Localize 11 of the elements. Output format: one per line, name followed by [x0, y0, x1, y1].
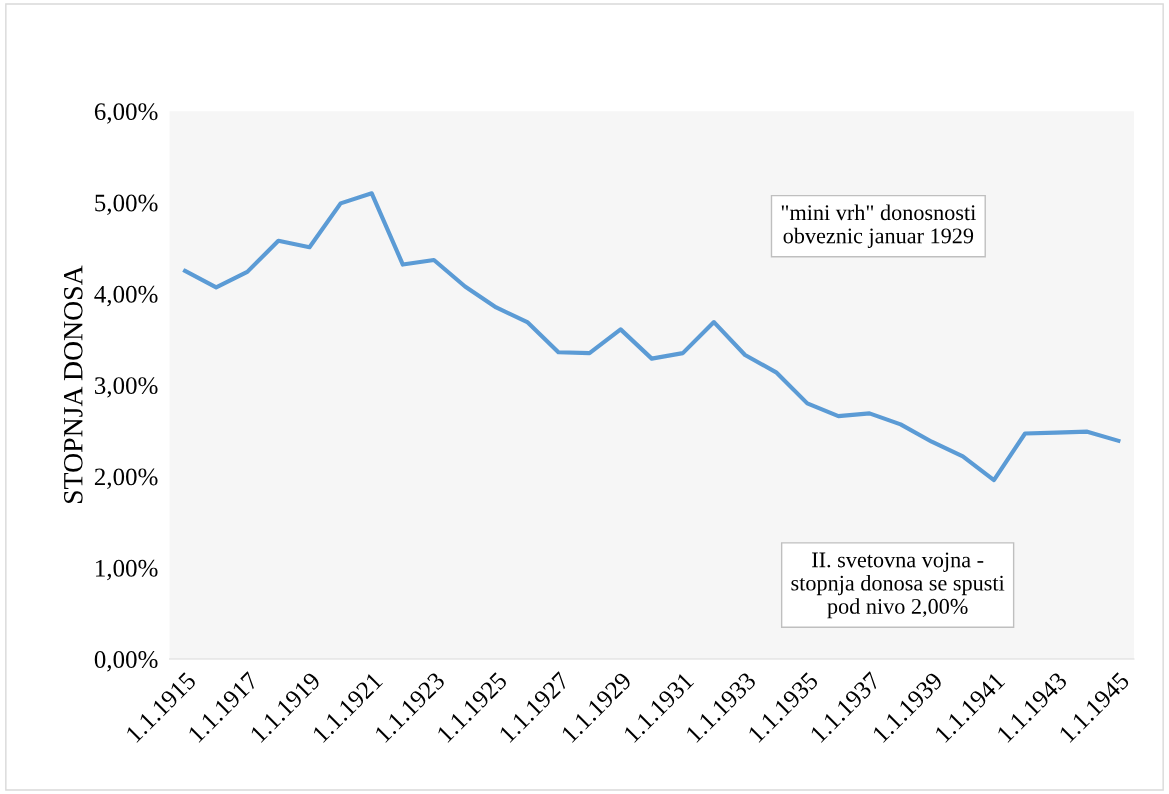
line-series: [182, 191, 1121, 483]
y-tick-label: 1,00%: [96, 559, 158, 581]
y-tick-label: 5,00%: [95, 194, 158, 215]
annotation: II. svetovna vojna - stopnja donosa se spusti pod nivo 2,00%: [791, 552, 1005, 619]
y-tick-label: 2,00%: [94, 468, 158, 489]
y-tick-label: 0,00%: [94, 651, 158, 672]
y-tick-label: 4,00%: [94, 285, 158, 307]
y-axis-title: STOPNJA DONOSA: [63, 265, 83, 503]
annotation: "mini vrh" donosnosti obveznic januar 1929: [781, 204, 976, 248]
y-tick-label: 6,00%: [94, 103, 158, 124]
y-tick-label: 3,00%: [95, 377, 158, 398]
